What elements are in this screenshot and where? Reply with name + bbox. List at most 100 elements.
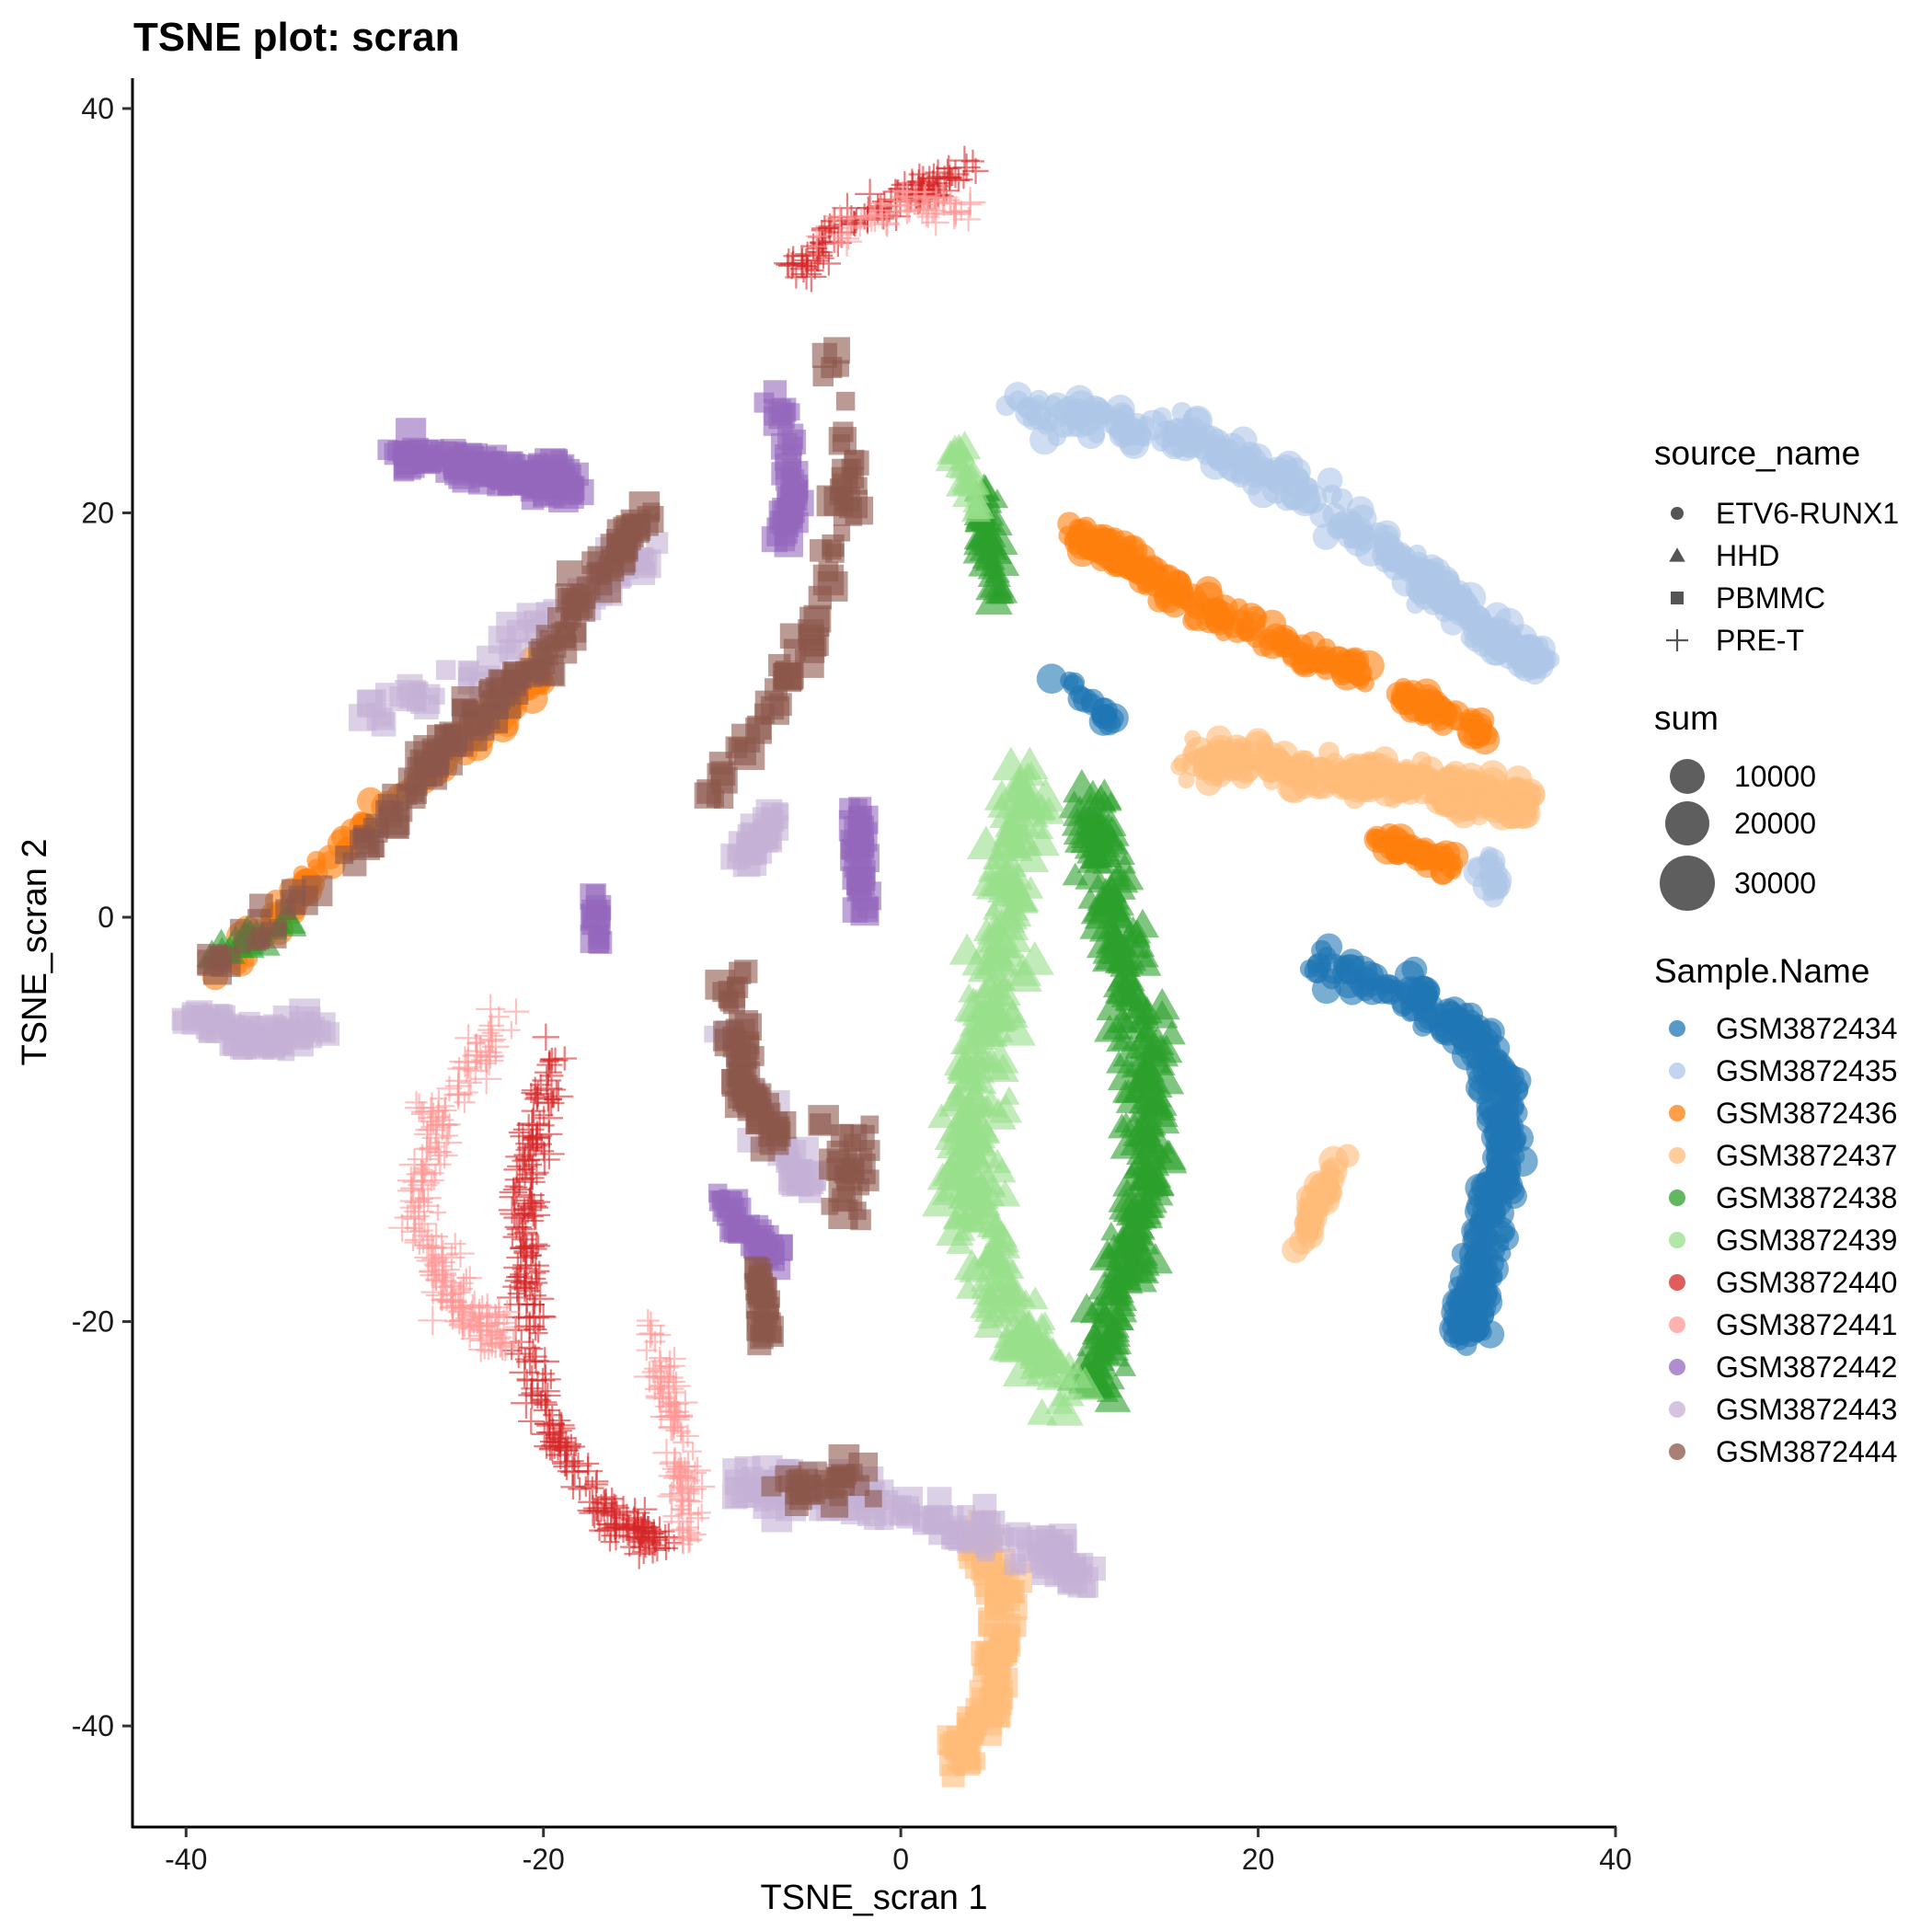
data-point (513, 1188, 546, 1220)
data-point (552, 1451, 578, 1477)
data-point (595, 1511, 620, 1536)
data-point (1333, 967, 1364, 999)
data-point (1080, 1350, 1114, 1380)
data-point (474, 1046, 504, 1075)
data-point (982, 900, 1005, 920)
data-point (672, 1478, 689, 1497)
legend-label: GSM3872435 (1716, 1054, 1897, 1087)
y-tick-label: -40 (72, 1709, 114, 1742)
data-point (1465, 604, 1490, 631)
data-point (814, 1478, 835, 1500)
data-point (1519, 643, 1539, 663)
data-point (1092, 1322, 1130, 1355)
data-point (653, 1385, 672, 1403)
data-point (458, 1071, 483, 1095)
data-point (955, 1187, 981, 1210)
data-point (538, 1093, 558, 1112)
data-point (844, 449, 865, 470)
data-point (821, 1197, 839, 1215)
data-point (1110, 1031, 1133, 1051)
data-point (966, 825, 1006, 860)
data-point (488, 1006, 510, 1028)
x-tick-label: 40 (1599, 1843, 1632, 1876)
data-point (532, 661, 551, 681)
data-point (987, 1262, 1021, 1293)
data-point (1083, 837, 1117, 868)
data-point (462, 701, 479, 718)
legend-label: GSM3872442 (1716, 1351, 1897, 1384)
data-point (633, 1361, 665, 1393)
data-point (1378, 833, 1405, 860)
data-point (280, 890, 305, 915)
data-point (1078, 779, 1108, 805)
data-point (536, 474, 560, 498)
data-point (1112, 853, 1137, 874)
data-point (745, 1105, 776, 1135)
data-point (1281, 641, 1306, 666)
data-point (608, 1513, 638, 1543)
data-point (977, 1303, 1006, 1329)
legend-color-key (1669, 1105, 1685, 1121)
data-point (768, 693, 792, 717)
data-point (974, 1540, 992, 1558)
data-point (1257, 755, 1284, 783)
data-point (472, 1295, 492, 1316)
data-point (606, 519, 636, 548)
data-point (973, 528, 1006, 557)
data-point (974, 971, 1006, 998)
data-point (433, 1269, 452, 1287)
data-point (1046, 1348, 1075, 1374)
data-point (446, 1239, 475, 1268)
data-point (556, 1435, 581, 1461)
data-point (936, 1212, 974, 1247)
data-point (523, 1247, 542, 1264)
legend-label: GSM3872434 (1716, 1012, 1897, 1045)
legend-color-key (1669, 1020, 1685, 1037)
data-point (785, 1486, 804, 1505)
data-point (435, 1288, 458, 1312)
data-point (689, 1474, 716, 1500)
data-point (1138, 1144, 1167, 1169)
data-point (989, 1094, 1023, 1123)
data-point (960, 149, 985, 173)
data-point (430, 1110, 457, 1138)
data-point (825, 204, 855, 235)
data-point (832, 226, 862, 258)
data-point (941, 1764, 965, 1787)
data-point (998, 1013, 1036, 1046)
data-point (1375, 977, 1393, 994)
data-point (1117, 535, 1145, 564)
data-point (1323, 647, 1353, 676)
data-point (513, 1220, 538, 1245)
legend-key-plus (1666, 629, 1688, 651)
legend-color-key (1669, 1274, 1685, 1291)
legend-size-key (1665, 801, 1709, 845)
data-point (971, 1016, 1005, 1046)
data-point (1434, 702, 1458, 725)
data-point (540, 1047, 564, 1071)
data-point (1100, 916, 1126, 939)
data-point (845, 1153, 876, 1185)
data-point (874, 211, 901, 237)
data-point (727, 976, 749, 998)
data-point (504, 1215, 529, 1239)
data-point (733, 1077, 765, 1109)
data-point (532, 1023, 560, 1052)
data-point (957, 988, 996, 1023)
data-point (816, 251, 841, 276)
data-point (448, 1298, 476, 1326)
data-point (399, 683, 426, 709)
data-point (998, 1254, 1020, 1274)
legend-title-source-name: source_name (1654, 434, 1860, 472)
data-point (1466, 1291, 1497, 1322)
data-point (452, 1052, 482, 1083)
data-point (600, 1532, 620, 1552)
data-point (1467, 1324, 1487, 1343)
data-point (953, 1130, 984, 1157)
data-point (1105, 1050, 1133, 1074)
legend-title-sum: sum (1654, 699, 1719, 737)
data-point (1018, 1543, 1037, 1562)
data-point (429, 1153, 452, 1176)
data-point (947, 1053, 982, 1085)
data-point (1405, 841, 1430, 866)
